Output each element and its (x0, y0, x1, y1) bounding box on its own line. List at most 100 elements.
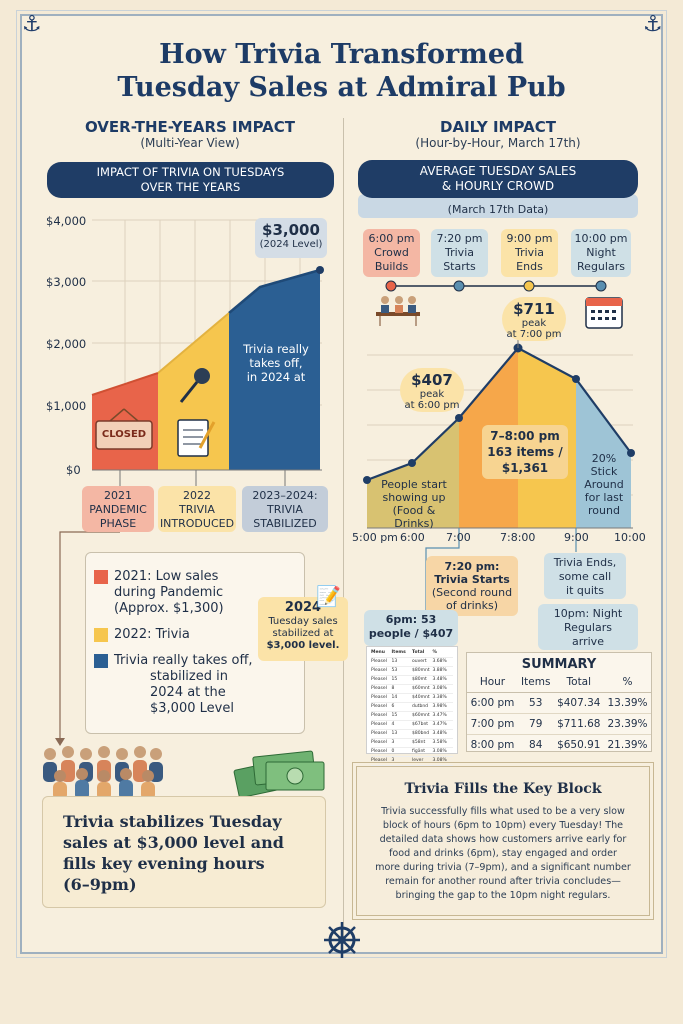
phase-label-2023-2024: 2023–2024: TRIVIA STABILIZED (242, 486, 328, 532)
left-subheading: (Multi-Year View) (140, 136, 240, 150)
phase-label-2022: 2022 TRIVIA INTRODUCED (158, 486, 236, 532)
receipt-row: Pleasel 8 $60mnt 3.08% (371, 685, 453, 694)
timeline-card-6pm: 6:00 pm Crowd Builds (363, 229, 420, 277)
note-night-regulars: 10pm: Night Regulars arrive (538, 604, 638, 650)
summary-header: % (604, 672, 651, 693)
summary-table: SUMMARY Hour Items Total % 6:00 pm 53 $407… (466, 652, 652, 752)
page-title: How Trivia Transformed Tuesday Sales at … (117, 39, 566, 103)
trivia-fills-body: Trivia successfully fills what used to b… (375, 806, 631, 901)
crowd-icon (43, 746, 163, 800)
hourly-sales-line (366, 346, 632, 482)
x-tick-label: 6:00 (400, 531, 425, 544)
anchor-icon: ⚓ (643, 12, 663, 37)
right-banner: AVERAGE TUESDAY SALES & HOURLY CROWD (358, 160, 638, 198)
timeline-dot (523, 280, 535, 292)
receipt-row: Menu Items Total% (371, 649, 453, 658)
summary-row: 8:00 pm 84 $650.91 21.39% (470, 739, 648, 751)
data-point (363, 476, 371, 484)
x-tick-label: 7:00 (446, 531, 471, 544)
data-point (455, 414, 463, 422)
timeline-card-10pm: 10:00 pm Night Regulars (571, 229, 631, 277)
x-tick-label: 5:00 pm (352, 531, 398, 544)
area-label-mid: 7–8:00 pm 163 items / $1,361 (482, 425, 568, 479)
summary-header: Total (553, 672, 605, 693)
note-6pm: 6pm: 53 people / $407 (364, 610, 458, 646)
summary-header: Items (517, 672, 554, 693)
closed-sign-label: CLOSED (101, 429, 147, 440)
area-6-7pm (412, 418, 459, 528)
y-tick-label: $0 (66, 463, 81, 477)
timeline-card-720pm: 7:20 pm Trivia Starts (431, 229, 488, 277)
legend-swatch (94, 628, 108, 642)
trivia-fills-title: Trivia Fills the Key Block (404, 781, 602, 797)
area-9-10pm (576, 379, 631, 528)
area-2023-2024 (229, 270, 320, 470)
y-tick-label: $4,000 (46, 214, 87, 228)
timeline-card-9pm: 9:00 pm Trivia Ends (501, 229, 558, 277)
left-banner: IMPACT OF TRIVIA ON TUESDAYS OVER THE YE… (47, 162, 334, 198)
phase-label-2021: 2021 PANDEMIC PHASE (82, 486, 154, 532)
notepad-icon: 📝 (316, 584, 341, 608)
receipt-row: Pleasel 14 $40mnt 3.38% (371, 694, 453, 703)
legend-item-2024: Trivia really takes off, stabilized in 2… (94, 653, 253, 717)
timeline-dot (595, 280, 607, 292)
legend-item-2022: 2022: Trivia (94, 627, 190, 643)
trivia-fills-box: Trivia Fills the Key Block Trivia succes… (352, 762, 654, 920)
money-icon (233, 750, 325, 796)
summary-title: SUMMARY (521, 657, 597, 672)
calendar-icon (585, 297, 623, 329)
receipt-row: Pleasel 13 ouvert 3.68% (371, 658, 453, 667)
y-tick-label: $2,000 (46, 337, 87, 351)
receipt-row: Pleasel 15 $60mnt 3.47% (371, 712, 453, 721)
note-trivia-starts: 7:20 pm: Trivia Starts (Second round of … (426, 556, 518, 616)
receipt-row: Pleasel 13 $80bnd 3.48% (371, 730, 453, 739)
y-tick-label: $3,000 (46, 275, 87, 289)
receipt-row: Pleasel 3 lever 3.08% (371, 757, 453, 766)
summary-row: 6:00 pm 53 $407.34 13.39% (467, 692, 651, 714)
callout-2024: 2024 Tuesday sales stabilized at $3,000 … (258, 597, 348, 661)
chart-note: Trivia really takes off, in 2024 at (243, 342, 309, 384)
microphone-icon (179, 368, 210, 403)
area-5-6pm (367, 463, 412, 528)
peak-407-bubble: $407 peak at 6:00 pm (400, 368, 464, 412)
people-at-table-icon (376, 296, 420, 326)
column-divider (343, 118, 344, 938)
x-tick-label: 7:8:00 (500, 531, 536, 544)
peak-711-bubble: $711 peak at 7:00 pm (502, 297, 566, 341)
area-label-early: People start showing up (Food & Drinks) (381, 478, 447, 530)
area-label-late: 20% Stick Around for last round (584, 452, 624, 517)
right-subheading: (Hour-by-Hour, March 17th) (415, 136, 581, 150)
legend-swatch (94, 654, 108, 668)
legend-swatch (94, 570, 108, 584)
notepad-icon (177, 419, 216, 457)
right-subbanner: (March 17th Data) (358, 194, 638, 218)
receipt-row: Pleasel 53 $80mnt 3.88% (371, 667, 453, 676)
area-2022 (158, 313, 229, 470)
value-callout-3000: $3,000 (2024 Level) (255, 218, 327, 258)
receipt-row: Pleasel 6 dutbnd 3.98% (371, 703, 453, 712)
anchor-icon: ⚓ (22, 12, 42, 37)
timeline-dot (453, 280, 465, 292)
x-tick-label: 9:00 (564, 531, 589, 544)
receipt-row: Pleasel 3 $58nt 3.58% (371, 739, 453, 748)
note-trivia-ends: Trivia Ends, some call it quits (544, 553, 626, 599)
summary-row: 7:00 pm 79 $711.68 23.39% (467, 713, 651, 735)
left-summary-box: Trivia stabilizes Tuesday sales at $3,00… (42, 796, 326, 908)
data-point (408, 459, 416, 467)
receipt-row: Pleasel 4 $67bnt 3.47% (371, 721, 453, 730)
x-tick-label: 10:00 (614, 531, 646, 544)
timeline-dot (385, 280, 397, 292)
data-point (627, 449, 635, 457)
receipt-row: Pleasel 15 $80mt 3.48% (371, 676, 453, 685)
data-point (572, 375, 580, 383)
legend-item-2021: 2021: Low sales during Pandemic (Approx.… (94, 569, 224, 617)
left-heading: OVER-THE-YEARS IMPACT (84, 118, 296, 136)
y-tick-label: $1,000 (46, 399, 87, 413)
ship-wheel-icon (322, 920, 362, 960)
right-heading: DAILY IMPACT (440, 118, 556, 136)
closed-sign-icon (95, 408, 153, 450)
receipt-table: Menu Items Total% Pleasel 13 ouvert 3.68% Pleas… (366, 646, 458, 766)
receipt-row: Pleasel 0 figänt 3.08% (371, 748, 453, 757)
summary-header: Hour (467, 672, 518, 693)
